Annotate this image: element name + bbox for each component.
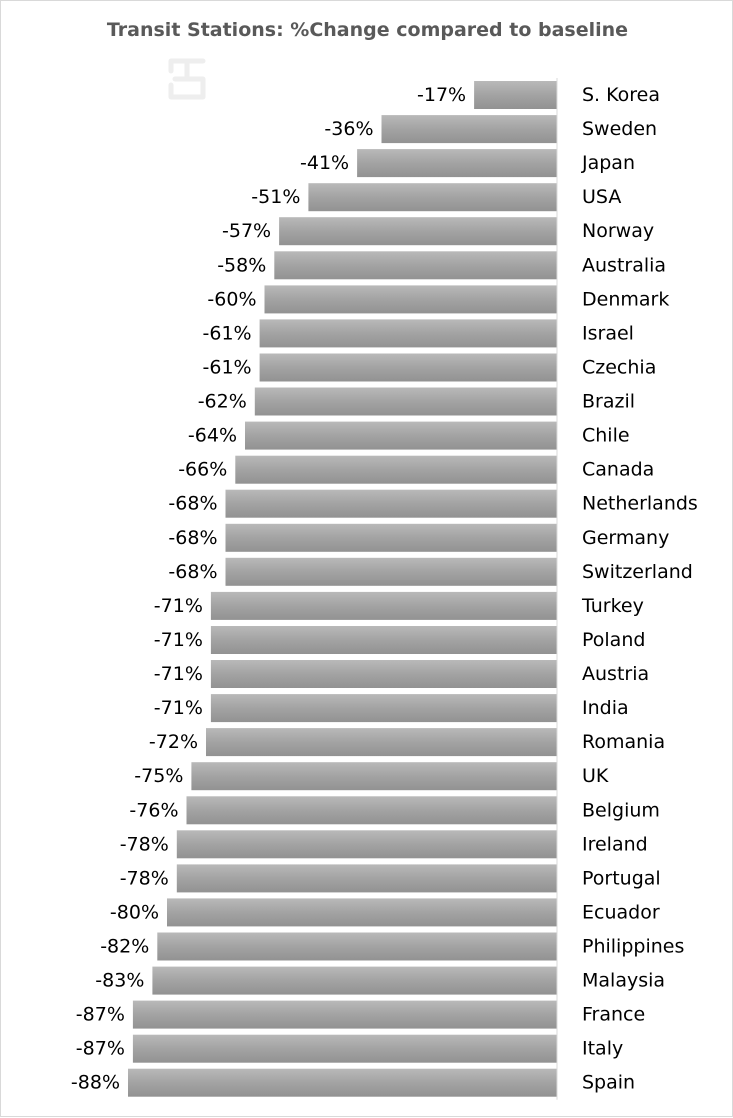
data-label: -71% [154,663,203,685]
category-label: Turkey [581,595,644,617]
bar-s-korea [474,81,557,109]
bar-chile [245,421,557,450]
bar-philippines [157,932,558,961]
category-label: Germany [582,527,669,549]
category-label: Denmark [582,288,669,310]
category-label: Switzerland [582,561,693,583]
data-label: -71% [154,595,203,617]
data-label: -78% [120,867,169,889]
bar-czechia [259,353,557,382]
data-label: -76% [129,799,178,821]
bar-uk [191,762,557,791]
bar-austria [210,660,557,688]
bar-spain [128,1068,557,1097]
data-label: -71% [154,697,203,719]
bar-ireland [176,830,558,859]
data-label: -87% [76,1038,125,1060]
data-label: -60% [207,288,256,310]
category-label: Czechia [582,357,656,379]
category-label: Chile [582,425,630,447]
category-label: USA [582,186,621,208]
bar-belgium [186,796,557,825]
bar-portugal [176,864,558,893]
bar-india [210,694,557,723]
category-label: Israel [582,322,634,344]
data-label: -41% [300,152,349,174]
bar-poland [210,626,557,654]
data-label: -75% [134,765,183,787]
bar-turkey [210,591,557,620]
data-label: -68% [168,561,217,583]
data-label: -78% [120,833,169,855]
data-label: -88% [71,1072,120,1094]
category-label: Romania [582,731,665,753]
category-label: S. Korea [582,84,660,106]
data-label: -62% [198,391,247,413]
data-label: -61% [203,357,252,379]
bar-denmark [264,285,557,314]
bar-sweden [381,115,557,144]
data-label: -82% [100,936,149,958]
data-label: -58% [217,254,266,276]
bar-norway [279,217,557,246]
data-label: -17% [417,84,466,106]
category-label: Japan [581,152,635,174]
bar-germany [225,523,557,552]
bar-netherlands [225,489,557,518]
bar-brazil [254,387,558,416]
bar-japan [357,149,557,178]
bar-malaysia [152,966,557,995]
bar-switzerland [225,557,557,586]
bars-group [128,81,558,1097]
bar-usa [308,183,557,212]
category-label: Austria [582,663,649,685]
data-label: -68% [168,493,217,515]
category-label: Sweden [582,118,657,140]
data-label: -57% [222,220,271,242]
bar-ecuador [167,898,557,927]
watermark-logo-icon [168,58,206,100]
data-label: -66% [178,459,227,481]
bar-italy [132,1034,557,1063]
data-label: -68% [168,527,217,549]
data-label: -51% [251,186,300,208]
category-label: Ireland [582,833,648,855]
data-label: -83% [95,970,144,992]
bar-australia [274,251,558,280]
value-labels-group: -17% -36% -41%-51% -57% -58% -60% -61% -61% -62%… [71,84,466,1094]
category-label: Netherlands [582,493,698,515]
data-label: -71% [154,629,203,651]
category-label: Norway [582,220,654,242]
category-label: India [582,697,629,719]
data-label: -61% [203,322,252,344]
data-label: -87% [76,1004,125,1026]
data-label: -80% [110,901,159,923]
category-label: Malaysia [582,970,665,992]
category-labels-group: S. Korea Sweden Japan USA Norway Australia Den… [581,84,698,1094]
category-label: Ecuador [582,901,660,923]
category-label: Brazil [582,391,635,413]
category-label: Poland [582,629,645,651]
category-label: France [582,1004,645,1026]
bar-israel [259,319,557,348]
category-label: Australia [582,254,666,276]
category-label: Belgium [582,799,660,821]
bar-romania [206,728,557,757]
bar-canada [235,455,558,484]
category-label: Canada [582,459,654,481]
chart-title: Transit Stations: %Change compared to ba… [106,19,629,41]
category-label: Italy [582,1038,623,1060]
data-label: -36% [324,118,373,140]
data-label: -72% [149,731,198,753]
bar-france [132,1000,557,1029]
category-label: Philippines [582,936,684,958]
category-label: UK [582,765,609,787]
category-label: Portugal [582,867,661,889]
data-label: -64% [188,425,237,447]
category-label: Spain [582,1072,635,1094]
